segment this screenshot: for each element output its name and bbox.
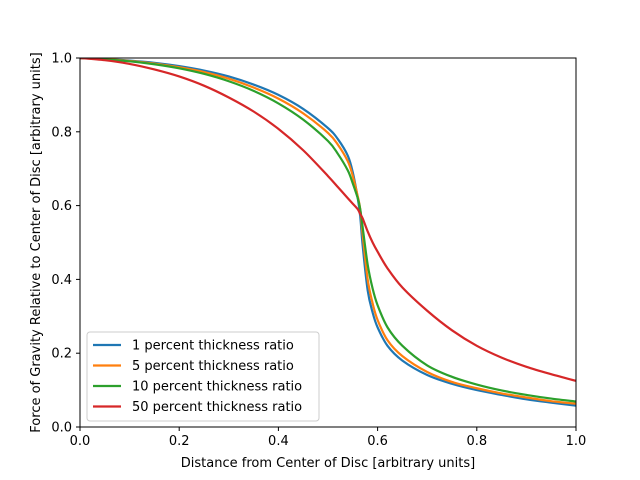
x-axis-ticks: 0.0 0.2 0.4 0.6 0.8 1.0 — [70, 427, 587, 449]
series-group — [80, 58, 576, 407]
x-tick-label: 0.6 — [367, 434, 388, 449]
series-line-4 — [80, 58, 576, 382]
axes-frame — [79, 57, 577, 428]
y-tick-label: 1.0 — [51, 52, 72, 67]
legend-label-3: 10 percent thickness ratio — [132, 380, 302, 395]
y-tick-label: 0.4 — [51, 273, 72, 288]
legend: 1 percent thickness ratio 5 percent thick… — [86, 331, 320, 422]
x-axis-label: Distance from Center of Disc [arbitrary … — [181, 456, 475, 471]
legend-label-2: 5 percent thickness ratio — [132, 359, 294, 374]
x-tick-label: 1.0 — [566, 434, 587, 449]
y-axis-label: Force of Gravity Relative to Center of D… — [29, 52, 44, 432]
x-tick-label: 0.8 — [466, 434, 487, 449]
y-tick-label: 0.2 — [51, 347, 72, 362]
legend-label-4: 50 percent thickness ratio — [132, 400, 302, 415]
x-tick-label: 0.2 — [169, 434, 190, 449]
y-tick-label: 0.0 — [51, 421, 72, 436]
y-tick-label: 0.6 — [51, 199, 72, 214]
x-tick-label: 0.0 — [70, 434, 91, 449]
x-tick-label: 0.4 — [268, 434, 289, 449]
legend-label-1: 1 percent thickness ratio — [132, 339, 294, 354]
y-tick-label: 0.8 — [51, 125, 72, 140]
series-line-3 — [80, 58, 576, 403]
y-axis-ticks: 0.0 0.2 0.4 0.6 0.8 1.0 — [51, 52, 80, 436]
legend-box — [86, 331, 320, 422]
